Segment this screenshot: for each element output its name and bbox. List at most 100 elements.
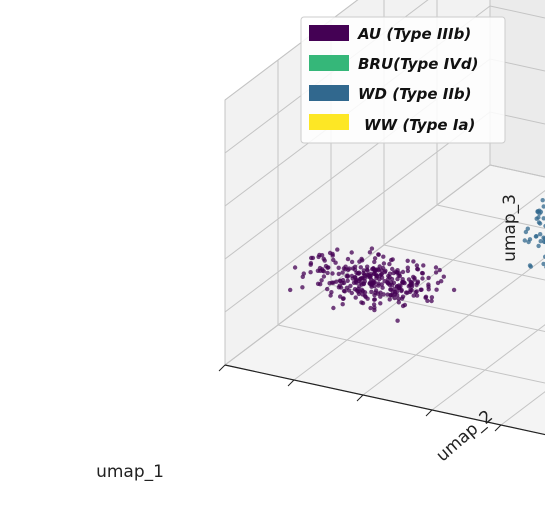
data-point	[538, 239, 543, 244]
x-tick	[494, 424, 502, 432]
data-point	[349, 259, 355, 265]
data-point	[379, 271, 384, 277]
data-point	[357, 259, 362, 264]
legend-label-bru: BRU(Type IVd)	[358, 55, 478, 73]
data-point	[377, 264, 382, 269]
data-point	[433, 270, 439, 275]
data-point	[390, 283, 395, 288]
data-point	[423, 295, 428, 300]
series-0-points	[288, 246, 457, 323]
data-point	[360, 292, 365, 297]
data-point	[369, 277, 374, 282]
data-point	[343, 264, 348, 269]
grid-line	[224, 164, 491, 366]
legend-label-wd: WD (Type IIb)	[358, 85, 472, 103]
data-point	[419, 287, 424, 292]
legend-swatch-au	[309, 25, 349, 41]
legend: AU (Type IIIb) BRU(Type IVd) WD (Type II…	[300, 16, 506, 144]
data-point	[378, 294, 383, 299]
data-point	[309, 255, 314, 261]
data-point	[393, 269, 398, 274]
data-point	[411, 293, 416, 298]
data-point	[300, 285, 305, 290]
data-point	[360, 288, 366, 294]
data-point	[319, 253, 325, 258]
data-point	[390, 293, 395, 298]
grid-line	[362, 257, 545, 396]
data-point	[353, 279, 358, 285]
data-point	[338, 294, 343, 299]
data-point	[414, 293, 420, 298]
data-point	[536, 243, 541, 249]
data-point	[315, 268, 321, 273]
data-point	[358, 265, 363, 270]
data-point	[387, 271, 393, 276]
data-point	[403, 290, 409, 295]
data-point	[396, 300, 401, 305]
data-point	[376, 283, 381, 288]
data-point	[541, 216, 545, 221]
data-point	[385, 292, 390, 297]
data-point	[386, 281, 391, 286]
data-point	[387, 275, 392, 280]
data-point	[319, 278, 324, 283]
grid-line	[224, 0, 359, 101]
data-point	[308, 262, 313, 267]
x-tick	[287, 379, 295, 387]
data-point	[400, 277, 405, 282]
data-point	[387, 261, 392, 267]
data-point	[369, 246, 375, 251]
data-point	[330, 271, 335, 276]
data-point	[390, 266, 395, 272]
data-point	[412, 275, 417, 281]
data-point	[410, 281, 415, 286]
data-point	[533, 234, 539, 239]
data-point	[421, 263, 426, 268]
legend-swatch-ww	[309, 114, 349, 130]
legend-label-au: AU (Type IIIb)	[357, 25, 471, 43]
data-point	[361, 281, 367, 286]
x-axis-label: umap_1	[96, 462, 164, 482]
data-point	[321, 256, 326, 261]
data-point	[419, 270, 425, 276]
data-point	[537, 221, 543, 226]
data-point	[536, 215, 541, 220]
data-point	[397, 273, 403, 279]
data-point	[369, 289, 374, 294]
data-point	[335, 247, 340, 252]
data-point	[435, 280, 441, 286]
data-point	[429, 298, 434, 304]
data-point	[372, 307, 377, 313]
data-point	[414, 289, 419, 294]
data-point	[330, 253, 335, 258]
data-point	[372, 297, 377, 302]
data-point	[329, 290, 334, 295]
data-point	[288, 287, 293, 293]
data-point	[395, 293, 400, 298]
data-point	[527, 263, 533, 268]
data-point	[541, 235, 545, 240]
data-point	[365, 264, 370, 269]
data-point	[376, 252, 381, 257]
data-point	[344, 285, 350, 290]
data-point	[400, 294, 406, 299]
data-point	[390, 257, 395, 262]
data-point	[405, 268, 411, 274]
data-point	[414, 263, 420, 268]
data-point	[395, 276, 400, 282]
data-point	[331, 257, 336, 263]
data-point	[353, 295, 358, 300]
data-point	[354, 288, 359, 293]
data-point	[405, 258, 410, 263]
x-tick	[218, 364, 226, 372]
data-point	[366, 274, 371, 279]
x-axis-line	[224, 364, 545, 436]
data-point	[380, 285, 385, 290]
data-point	[379, 282, 384, 287]
data-point	[541, 204, 545, 209]
data-point	[414, 282, 419, 287]
data-point	[434, 287, 439, 292]
data-point	[357, 284, 362, 289]
grid-line	[277, 324, 545, 384]
data-point	[360, 300, 366, 306]
